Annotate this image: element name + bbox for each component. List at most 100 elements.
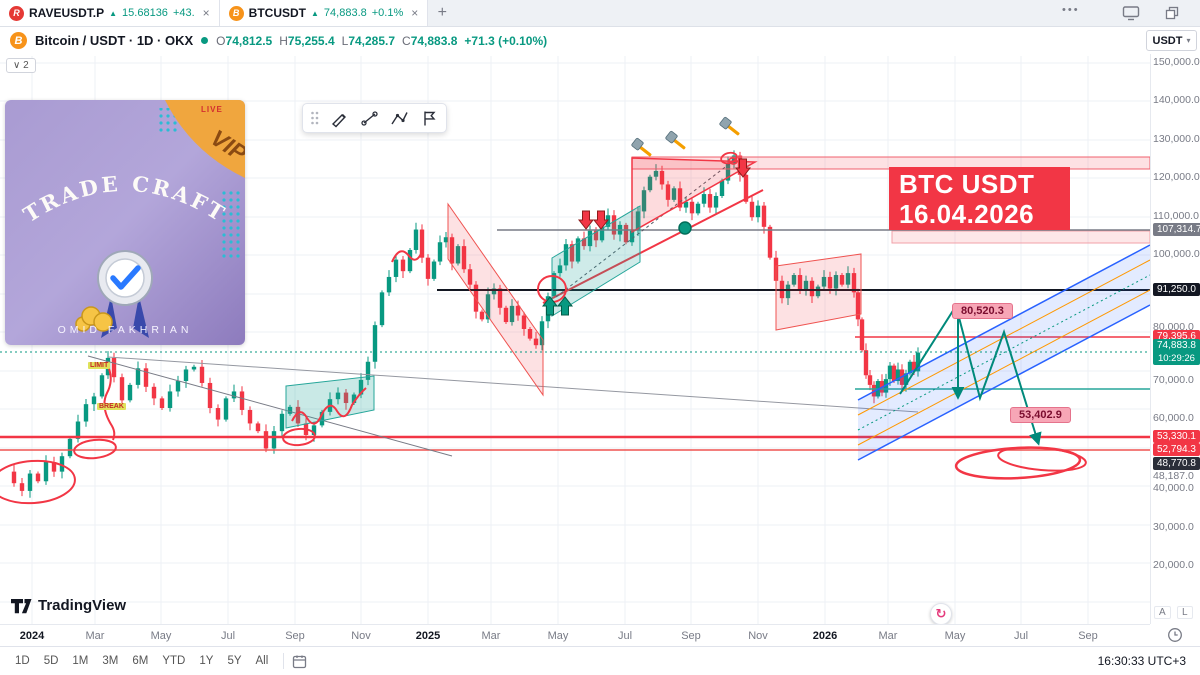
flag-sep-2024[interactable] — [285, 375, 375, 429]
time-axis-label: 2025 — [415, 630, 441, 642]
interval-ytd[interactable]: YTD — [162, 655, 186, 667]
accumulation-circle[interactable] — [0, 458, 76, 506]
candle — [443, 237, 449, 243]
scribble-dec-2024[interactable] — [391, 248, 424, 263]
restore-window-icon[interactable] — [1164, 5, 1180, 24]
time-axis[interactable]: 2024 Mar May Jul Sep Nov 2025 Mar May Jul Sep Nov 20… — [0, 624, 1150, 646]
projection-q3[interactable] — [857, 289, 1151, 446]
hammer-icon[interactable] — [631, 137, 654, 159]
channel-apr-2025[interactable] — [447, 202, 544, 397]
squiggle-flag[interactable] — [291, 387, 367, 425]
scribble-left[interactable] — [73, 438, 117, 460]
down-arrow-marker[interactable] — [577, 210, 595, 230]
low-value: 74,285.7 — [348, 33, 396, 48]
polyline-tool-icon[interactable] — [390, 109, 409, 128]
candle — [635, 211, 641, 231]
wedge-top[interactable] — [631, 157, 758, 234]
overflow-ellipsis-icon[interactable]: ••• — [1062, 4, 1080, 16]
forecast-zigzag[interactable] — [899, 303, 1042, 446]
down-arrow-marker[interactable] — [592, 210, 610, 230]
trendline-long[interactable] — [107, 356, 919, 413]
target-circle-b[interactable] — [997, 444, 1087, 474]
trend-line-icon[interactable] — [360, 109, 379, 128]
hammer-icon[interactable] — [719, 116, 742, 138]
new-tab-button[interactable]: + — [437, 4, 447, 21]
candle — [743, 174, 749, 202]
close-tab-icon[interactable]: × — [411, 6, 419, 20]
candle — [207, 382, 213, 409]
candle — [27, 473, 33, 491]
vip-ribbon — [165, 100, 245, 178]
bitcoin-icon: B — [228, 5, 244, 21]
candle — [701, 194, 707, 204]
interval-1m[interactable]: 1M — [72, 655, 89, 667]
up-arrow-marker[interactable] — [541, 296, 559, 316]
tradingview-logo[interactable]: TradingView — [10, 595, 126, 615]
change-value: +71.3 (+0.10%) — [464, 33, 548, 48]
tab-change: +0.1% — [371, 7, 404, 19]
candle — [785, 284, 791, 299]
interval-3m[interactable]: 3M — [102, 655, 119, 667]
projection-bottom[interactable] — [857, 304, 1151, 461]
close-tab-icon[interactable]: × — [202, 6, 210, 20]
symbol-title[interactable]: Bitcoin / USDT · 1D · OKX — [35, 33, 194, 48]
drag-handle[interactable] — [310, 110, 319, 126]
flag-tool-icon[interactable] — [420, 109, 439, 128]
channel-may-2025[interactable] — [551, 205, 641, 317]
candle — [731, 155, 737, 164]
candle — [59, 456, 65, 472]
hammer-icon[interactable] — [665, 130, 688, 152]
brush-tool-icon[interactable] — [330, 109, 349, 128]
tab-raveusdt[interactable]: R RAVEUSDT.P ▲ 15.68136 +43. × — [0, 0, 220, 26]
candle — [903, 373, 909, 385]
interval-1y[interactable]: 1Y — [199, 655, 214, 667]
supply-band-right[interactable] — [891, 230, 1151, 244]
drawing-toolbar[interactable] — [302, 103, 447, 133]
currency-selector[interactable]: USDT ▾ — [1146, 30, 1197, 51]
candle — [671, 188, 677, 200]
clock-timezone[interactable]: 16:30:33 UTC+3 — [1097, 654, 1186, 668]
projection-top[interactable] — [857, 244, 1151, 401]
price-axis-label: 20,000.0 — [1153, 559, 1194, 571]
rave-coin-icon: R — [9, 5, 24, 21]
candle — [379, 292, 385, 326]
down-arrow-marker[interactable] — [734, 158, 752, 178]
calendar-icon[interactable] — [292, 654, 307, 669]
refresh-icon[interactable]: ↻ — [930, 603, 952, 625]
auto-scale-button[interactable]: A — [1154, 606, 1171, 619]
low-label: L — [341, 33, 349, 48]
candle — [539, 321, 545, 346]
scribble-sep-low[interactable] — [282, 427, 316, 447]
symbol-bar: B Bitcoin / USDT · 1D · OKX O74,812.5 H7… — [0, 27, 1150, 54]
candle — [467, 269, 473, 285]
interval-5y[interactable]: 5Y — [227, 655, 242, 667]
interval-all[interactable]: All — [255, 655, 269, 667]
candle — [767, 226, 773, 258]
trendline-2024[interactable] — [87, 355, 453, 457]
trendline-rally[interactable] — [542, 189, 764, 304]
interval-6m[interactable]: 6M — [132, 655, 149, 667]
candle — [695, 203, 701, 214]
trendline-rally-dotted[interactable] — [555, 157, 738, 298]
interval-1d[interactable]: 1D — [15, 655, 30, 667]
log-scale-button[interactable]: L — [1177, 606, 1193, 619]
candle — [127, 384, 133, 401]
object-tree-button[interactable]: ∨ 2 — [6, 58, 36, 73]
clock-icon[interactable] — [1167, 627, 1183, 643]
chart-note-banner[interactable]: BTC USDT 16.04.2026 — [889, 167, 1070, 230]
projection-q1[interactable] — [857, 259, 1151, 416]
channel-nov-2025[interactable] — [775, 253, 862, 331]
tab-btcusdt[interactable]: B BTCUSDT ▲ 74,883.8 +0.1% × — [219, 0, 429, 26]
projection-median[interactable] — [857, 274, 1151, 431]
candle — [473, 284, 479, 312]
up-arrow-marker[interactable] — [556, 296, 574, 316]
banner-line1: BTC USDT — [899, 169, 1035, 199]
screens-icon[interactable] — [1122, 5, 1140, 24]
interval-5d[interactable]: 5D — [43, 655, 59, 667]
price-axis-label: 130,000.0 — [1153, 133, 1200, 145]
candle — [647, 176, 653, 191]
candle — [83, 404, 89, 422]
wedge-scribble-b[interactable] — [728, 157, 738, 165]
green-dot-marker[interactable] — [678, 221, 692, 235]
